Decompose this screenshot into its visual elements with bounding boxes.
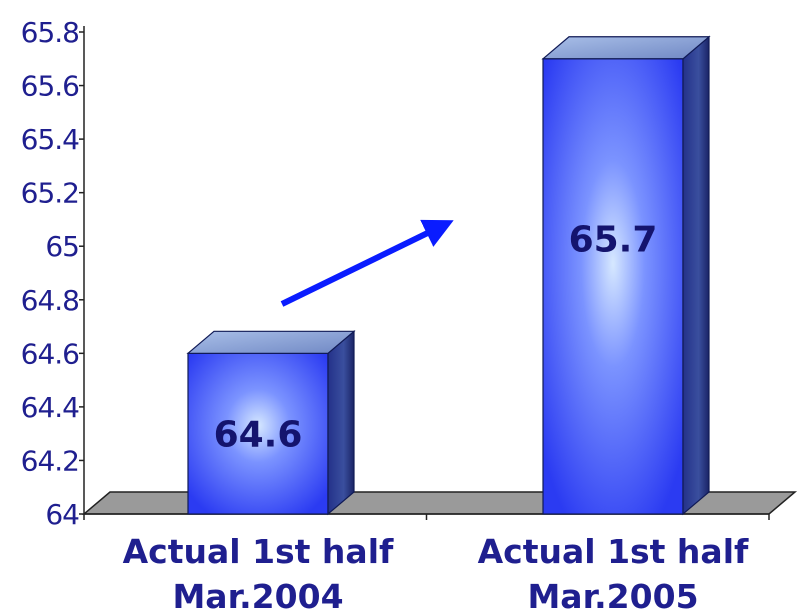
y-tick-label: 64.6 (21, 337, 80, 370)
bar-data-label: 64.6 (214, 415, 303, 456)
y-tick-label: 65.8 (21, 16, 79, 49)
trend-arrow-line (280, 219, 454, 307)
bar-front (187, 352, 329, 515)
category-label-line1: Actual 1st half (123, 532, 394, 571)
bar-side (682, 35, 710, 516)
bar (541, 35, 711, 516)
trend-arrow (280, 219, 454, 307)
bar-data-label: 65.7 (569, 220, 658, 261)
y-axis: 64 64.2 64.4 64.6 64.8 65 65.2 65.4 65.6 65.8 (21, 16, 770, 531)
category-label-line2: Mar.2004 (172, 577, 343, 612)
y-tick-label: 65.6 (21, 70, 80, 103)
y-tick-label: 64.4 (21, 391, 80, 424)
y-tick-label: 65.4 (21, 123, 80, 156)
y-tick-label: 64.2 (21, 444, 79, 477)
bar (186, 330, 356, 516)
bar-top (541, 36, 711, 60)
y-tick-label: 65 (45, 230, 79, 263)
y-tick-label: 64 (45, 498, 79, 531)
y-tick-label: 65.2 (21, 177, 79, 210)
bar-side (327, 330, 355, 516)
y-tick-label: 64.8 (21, 284, 79, 317)
bar-front (542, 58, 684, 515)
category-label-line1: Actual 1st half (478, 532, 749, 571)
category-label-line2: Mar.2005 (527, 577, 698, 612)
labels: 64.6 Actual 1st half Mar.2004 65.7 Actual 1s… (123, 220, 749, 612)
bars (186, 35, 711, 516)
bar-top (186, 330, 356, 354)
